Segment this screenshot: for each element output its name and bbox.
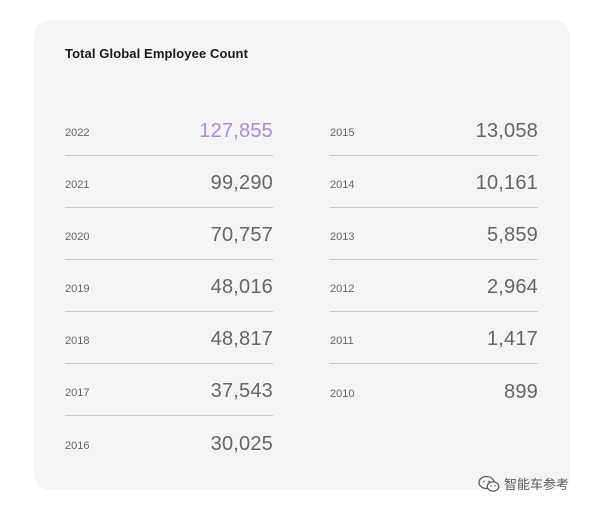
table-row: 2013 5,859 [330, 208, 538, 260]
table-row: 2015 13,058 [330, 104, 538, 156]
year-label: 2018 [65, 335, 90, 347]
table-row: 2022 127,855 [65, 104, 273, 156]
year-label: 2019 [65, 283, 90, 295]
year-label: 2021 [65, 179, 90, 191]
watermark: 智能车参考 [478, 474, 569, 493]
table-row: 2012 2,964 [330, 260, 538, 312]
year-label: 2014 [330, 179, 355, 191]
table-row: 2014 10,161 [330, 156, 538, 208]
year-label: 2017 [65, 387, 90, 399]
wechat-icon [478, 475, 500, 492]
table-row: 2019 48,016 [65, 260, 273, 312]
card-title: Total Global Employee Count [65, 46, 249, 61]
year-label: 2016 [65, 440, 90, 452]
year-label: 2011 [330, 335, 354, 347]
employee-count: 70,757 [210, 224, 273, 246]
employee-count: 127,855 [199, 120, 273, 142]
left-column: 2022 127,855 2021 99,290 2020 70,757 201… [65, 104, 273, 468]
employee-count: 5,859 [486, 224, 538, 246]
watermark-text: 智能车参考 [504, 477, 570, 492]
employee-count: 1,417 [486, 328, 538, 350]
table-row: 2017 37,543 [65, 364, 273, 416]
table-row: 2011 1,417 [330, 312, 538, 364]
employee-count: 2,964 [486, 276, 538, 298]
year-label: 2022 [65, 127, 90, 139]
right-column: 2015 13,058 2014 10,161 2013 5,859 2012 … [330, 104, 538, 416]
employee-count: 13,058 [475, 120, 538, 142]
table-row: 2021 99,290 [65, 156, 273, 208]
year-label: 2012 [330, 283, 355, 295]
employee-count: 37,543 [210, 380, 273, 402]
employee-count: 48,817 [210, 328, 273, 350]
employee-count: 10,161 [475, 172, 538, 194]
employee-count-card: Total Global Employee Count 2022 127,855… [34, 20, 570, 490]
year-label: 2013 [330, 231, 355, 243]
employee-count: 48,016 [210, 276, 273, 298]
year-label: 2010 [330, 388, 355, 400]
table-row: 2020 70,757 [65, 208, 273, 260]
table-row: 2018 48,817 [65, 312, 273, 364]
table-row: 2016 30,025 [65, 416, 273, 468]
year-label: 2015 [330, 127, 355, 139]
employee-count: 30,025 [210, 433, 273, 455]
table-row: 2010 899 [330, 364, 538, 416]
employee-count: 899 [504, 381, 538, 403]
employee-count: 99,290 [210, 172, 273, 194]
year-label: 2020 [65, 231, 90, 243]
